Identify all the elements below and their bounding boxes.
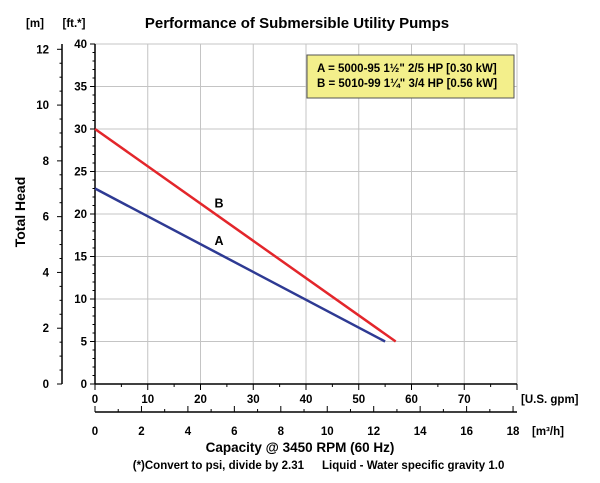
- x2-tick-label: 18: [507, 426, 520, 438]
- legend-entry-b: B = 5010-99 1¼" 3/4 HP [0.56 kW]: [317, 78, 497, 90]
- y-tick-label: 10: [74, 294, 87, 306]
- footnote-liquid: Liquid - Water specific gravity 1.0: [322, 460, 504, 472]
- axes: [61, 44, 517, 413]
- x2-tick-label: 14: [414, 426, 427, 438]
- y-tick-label: 30: [74, 124, 87, 136]
- y-tick-label: 40: [74, 39, 87, 51]
- y2-tick-label: 10: [36, 100, 49, 112]
- series-line-a: [94, 187, 386, 343]
- y2-tick-label: 4: [43, 267, 50, 279]
- x2-tick-label: 8: [278, 426, 285, 438]
- legend-entry-a: A = 5000-95 1½" 2/5 HP [0.30 kW]: [317, 63, 497, 75]
- y-axis-title: Total Head: [12, 177, 28, 248]
- legend: A = 5000-95 1½" 2/5 HP [0.30 kW] B = 501…: [306, 54, 515, 99]
- y2-tick-label: 12: [36, 44, 49, 56]
- x2-tick-label: 6: [231, 426, 237, 438]
- y2-tick-label: 0: [43, 379, 49, 391]
- x-tick-label: 50: [352, 394, 365, 406]
- series-label-a: A: [214, 234, 223, 248]
- x2-tick-label: 16: [460, 426, 473, 438]
- x-tick-label: 40: [300, 394, 313, 406]
- y-unit-label: [ft.*]: [63, 18, 86, 30]
- legend-box: [306, 54, 515, 99]
- x2-unit-label: [m³/h]: [532, 426, 564, 438]
- y-tick-label: 20: [74, 209, 87, 221]
- y2-tick-label: 2: [43, 323, 49, 335]
- x-tick-label: 70: [458, 394, 471, 406]
- y-tick-label: 25: [74, 167, 87, 179]
- x-axis-title: Capacity @ 3450 RPM (60 Hz): [206, 440, 395, 455]
- x-tick-label: 10: [141, 394, 154, 406]
- x-tick-label: 60: [405, 394, 418, 406]
- y2-tick-label: 6: [43, 212, 49, 224]
- x2-tick-label: 4: [185, 426, 192, 438]
- x-tick-label: 20: [194, 394, 207, 406]
- y2-tick-label: 8: [43, 156, 50, 168]
- x-tick-label: 0: [92, 394, 98, 406]
- y-tick-label: 0: [81, 379, 87, 391]
- series-label-b: B: [214, 197, 223, 211]
- y-tick-label: 5: [81, 337, 88, 349]
- series-line-b: [94, 127, 397, 343]
- x2-tick-label: 12: [367, 426, 380, 438]
- y2-unit-label: [m]: [26, 18, 44, 30]
- x2-tick-label: 0: [92, 426, 98, 438]
- grid: [95, 43, 518, 384]
- x-unit-label: [U.S. gpm]: [521, 394, 579, 406]
- y-tick-label: 35: [74, 82, 87, 94]
- series-lines: AB: [94, 127, 397, 343]
- x-tick-label: 30: [247, 394, 260, 406]
- x2-tick-label: 2: [138, 426, 144, 438]
- x2-tick-label: 10: [321, 426, 334, 438]
- axis-ticks: [57, 43, 518, 412]
- y-tick-label: 15: [74, 252, 87, 264]
- footnote-psi: (*)Convert to psi, divide by 2.31: [133, 460, 305, 472]
- chart-title: Performance of Submersible Utility Pumps: [145, 15, 449, 32]
